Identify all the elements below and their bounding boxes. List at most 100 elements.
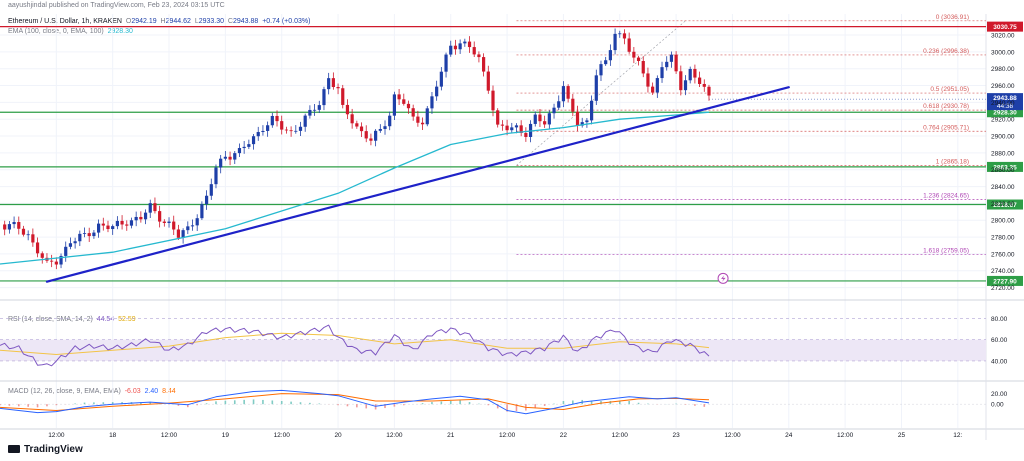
macd-hist-bar-44 [318,403,321,405]
bar-countdown: 44:38 [997,103,1014,110]
close-value: 2943.88 [232,18,259,25]
price-tick-0: 2720.00 [991,285,1015,292]
fib-label-0.618: 0.618 (2930.78) [923,103,969,110]
candle-body-48 [336,87,340,89]
symbol-name: Ethereum / U.S. Dollar, 1h, KRAKEN [8,18,122,25]
macd-hist-bar--18 [27,404,29,407]
candle-body--23 [3,224,7,230]
macd-hist-bar-60 [393,404,396,407]
candle-body-4 [129,220,134,226]
macd-hist-bar-108 [618,401,621,405]
candle-body-116 [655,78,659,93]
candle-body-58 [383,126,387,129]
macd-hist-bar-56 [374,404,377,410]
candle-body-72 [449,45,453,55]
candle-body-105 [604,60,608,65]
price-tick-10: 2920.00 [991,117,1015,124]
macd-hist-bar-126 [703,404,706,407]
candle-body-78 [477,54,481,58]
candle-body--11 [59,255,63,265]
macd-hist-bar-14 [177,404,180,406]
level-tag-bg-3 [987,199,1023,210]
macd-hist-bar-66 [421,403,424,405]
candle-body-2 [120,220,124,225]
fib-label-0.764: 0.764 (2905.71) [923,124,969,131]
fib-label-1.236: 1.236 (2824.65) [923,192,969,199]
candle-body-119 [669,54,674,62]
macd-hist-bar-104 [600,401,602,405]
candle-body-5 [134,216,138,221]
candle-body-112 [636,57,641,61]
candle-body-82 [496,110,500,125]
candle-body-121 [679,71,683,91]
candle-body-97 [566,86,570,99]
time-tick-6: 12:00 [386,432,403,439]
macd-legend-value: 2.40 [144,388,159,395]
symbol-line: Ethereum / U.S. Dollar, 1h, KRAKEN O2942… [8,18,310,25]
candle-body-9 [153,203,157,212]
time-tick-1: 18 [109,432,117,439]
rsi-tick-1: 60.00 [991,337,1008,344]
candle-body-69 [435,86,439,97]
price-tick-7: 2860.00 [991,167,1015,174]
macd-hist-legend-value: -6.03 [124,388,141,395]
candle-body-54 [364,131,368,139]
candle-body-70 [439,71,443,87]
candle-body--9 [68,243,73,247]
rsi-legend-value: 44.54 [96,316,115,323]
candle-body-1 [115,220,119,227]
macd-hist-bar-86 [515,404,518,412]
fib-label-0.5: 0.5 (2951.05) [930,86,969,93]
candle-body-99 [575,111,580,126]
candle-body-75 [463,41,467,44]
candle-body-51 [350,114,354,124]
candle-body-64 [411,108,415,117]
candle-body-85 [510,127,514,131]
fib-label-1.618: 1.618 (2759.05) [923,248,969,255]
time-tick-15: 25 [898,432,906,439]
rsi-tick-2: 80.00 [991,316,1008,323]
candle-body-27 [237,148,242,154]
candle-body-28 [242,146,246,149]
rsi-line [0,324,710,367]
macd-hist-bar-38 [290,401,292,405]
price-tick-12: 2960.00 [991,83,1015,90]
band-layer [0,318,986,362]
candle-body-67 [425,108,429,125]
candle-body-40 [298,126,303,131]
price-tick-11: 2940.00 [991,100,1015,107]
candle-body-11 [162,221,166,223]
candle-body-8 [148,203,152,213]
candle-body-14 [176,229,181,238]
candle-body-53 [359,126,364,132]
macd-hist-bar-84 [506,404,508,412]
high-value: 2944.62 [165,18,191,25]
current-price-tag: 2943.88 [993,95,1017,102]
candle-body-66 [420,122,425,125]
low-value: 2933.30 [198,18,225,25]
candle-body--22 [7,224,11,230]
macd-hist-bar-114 [647,403,649,405]
macd-hist-bar-2 [121,402,123,405]
rsi-ma-legend-value: 52.59 [118,316,136,323]
price-tick-4: 2800.00 [991,218,1015,225]
candle-body-47 [331,78,335,88]
candle-body-81 [491,90,495,111]
candle-body-125 [697,77,702,84]
candle-body-65 [416,116,420,123]
candle-body--2 [101,223,105,226]
candle-body-32 [261,130,265,133]
macd-tick-1: 20.00 [991,391,1008,398]
macd-hist-bar-22 [215,401,217,405]
rsi-legend-label: RSI (14, close, SMA, 14, 2) [8,316,93,323]
candle-body-127 [707,86,711,96]
macd-hist-bar-28 [243,399,245,405]
tradingview-brand-label: TradingView [24,444,83,455]
candle-body--17 [31,234,35,243]
level-tag-bg-4 [987,275,1023,286]
candle-body-36 [280,121,284,130]
current-price-tag-bg [987,93,1023,111]
price-tick-9: 2900.00 [991,134,1015,141]
time-tick-10: 12:00 [612,432,629,439]
